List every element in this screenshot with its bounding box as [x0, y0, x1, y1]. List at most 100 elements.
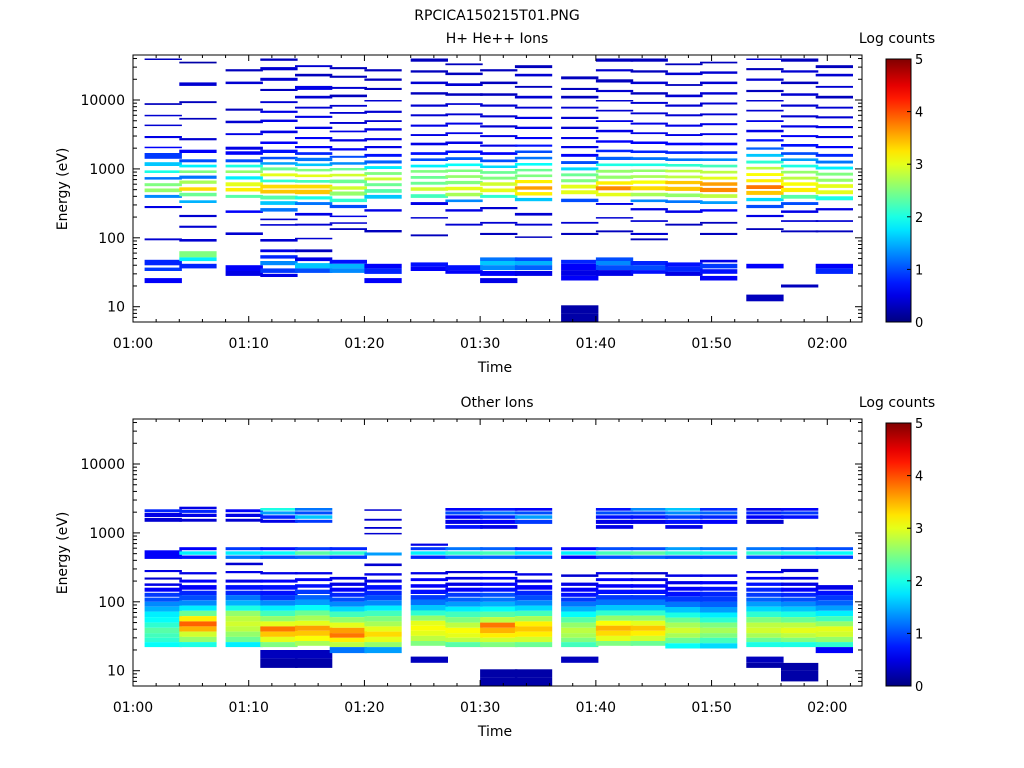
heatmap-cell: [410, 202, 448, 205]
heatmap-cell: [260, 579, 298, 583]
heatmap-cell: [225, 81, 263, 85]
heatmap-cell: [445, 551, 483, 555]
heatmap-cell: [445, 606, 483, 612]
heatmap-cell: [514, 180, 553, 184]
heatmap-cell: [295, 555, 333, 559]
heatmap-cell: [225, 642, 263, 648]
heatmap-cell: [329, 268, 367, 273]
heatmap-cell: [746, 662, 784, 668]
heatmap-cell: [480, 677, 518, 686]
heatmap-cell: [561, 184, 599, 189]
heatmap-cell: [630, 589, 668, 594]
heatmap-cell: [665, 519, 703, 524]
heatmap-cell: [260, 201, 298, 205]
heatmap-cell: [329, 67, 367, 70]
heatmap-cell: [595, 69, 634, 72]
heatmap-cell: [700, 551, 738, 555]
heatmap-cell: [514, 271, 553, 276]
heatmap-cell: [665, 63, 703, 66]
heatmap-cell: [144, 103, 182, 105]
heatmap-cell: [595, 175, 634, 179]
heatmap-cell: [179, 225, 217, 228]
heatmap-cell: [364, 621, 402, 627]
heatmap-cell: [514, 669, 553, 678]
heatmap-cell: [561, 597, 599, 602]
heatmap-cell: [260, 511, 298, 515]
heatmap-cell: [364, 579, 402, 583]
heatmap-cell: [815, 642, 853, 648]
heatmap-cell: [295, 157, 333, 162]
heatmap-cell: [665, 617, 703, 623]
heatmap-cell: [781, 144, 819, 147]
heatmap-cell: [179, 257, 217, 262]
heatmap-cell: [514, 555, 553, 559]
heatmap-cell: [595, 610, 634, 616]
heatmap-cell: [746, 571, 784, 574]
heatmap-cell: [630, 511, 668, 515]
heatmap-cell: [781, 187, 819, 193]
heatmap-cell: [630, 265, 668, 271]
heatmap-cell: [665, 596, 703, 602]
heatmap-cell: [480, 278, 518, 284]
heatmap-cell: [329, 259, 367, 264]
heatmap-cell: [410, 124, 448, 127]
heatmap-cell: [815, 136, 853, 139]
heatmap-cell: [260, 224, 298, 226]
heatmap-cell: [480, 571, 518, 574]
y-tick-label: 1000: [89, 162, 125, 178]
heatmap-cell: [561, 116, 599, 119]
heatmap-cell: [630, 605, 668, 611]
heatmap-cell: [815, 595, 853, 601]
heatmap-cell: [179, 605, 217, 611]
heatmap-cell: [295, 605, 333, 611]
heatmap-cell: [260, 179, 298, 183]
heatmap-cell: [595, 270, 634, 276]
heatmap-cell: [179, 610, 217, 617]
heatmap-cell: [746, 179, 784, 183]
heatmap-cell: [595, 79, 634, 83]
heatmap-cell: [595, 89, 634, 93]
heatmap-cell: [260, 130, 298, 134]
heatmap-cell: [665, 555, 703, 559]
heatmap-cell: [781, 115, 819, 118]
heatmap-cell: [781, 202, 819, 205]
heatmap-cell: [561, 656, 599, 663]
heatmap-cell: [815, 126, 853, 129]
heatmap-cell: [595, 186, 634, 191]
heatmap-cell: [514, 73, 553, 77]
heatmap-cell: [260, 58, 298, 61]
colorbar-tick-label: 1: [915, 263, 923, 278]
heatmap-cell: [225, 210, 263, 213]
heatmap-cell: [260, 88, 298, 91]
heatmap-cell: [561, 633, 599, 638]
heatmap-cell: [700, 232, 738, 235]
heatmap-cell: [179, 200, 217, 203]
heatmap-cell: [561, 637, 599, 643]
heatmap-cell: [410, 164, 448, 168]
heatmap-cell: [781, 582, 819, 586]
heatmap-cell: [225, 69, 263, 72]
heatmap-cell: [480, 257, 518, 262]
heatmap-cell: [665, 84, 703, 86]
heatmap-cell: [665, 262, 703, 267]
heatmap-cell: [514, 600, 553, 606]
heatmap-cell: [445, 511, 483, 515]
heatmap-cell: [595, 120, 634, 122]
heatmap-cell: [225, 636, 263, 643]
heatmap-cell: [144, 194, 182, 198]
heatmap-cell: [295, 268, 333, 273]
heatmap-cell: [514, 156, 553, 160]
heatmap-cell: [595, 109, 634, 112]
heatmap-cell: [445, 199, 483, 203]
heatmap-cell: [260, 605, 298, 611]
heatmap-cell: [480, 627, 518, 634]
heatmap-cell: [665, 158, 703, 161]
heatmap-cell: [595, 203, 634, 205]
heatmap-cell: [410, 217, 448, 219]
heatmap-cell: [781, 170, 819, 174]
colorbar: 0 1 2 3 4 5: [885, 53, 923, 331]
heatmap-cell: [260, 195, 298, 200]
heatmap-cell: [561, 95, 599, 99]
heatmap-cell: [179, 626, 217, 632]
heatmap-cell: [561, 167, 599, 171]
